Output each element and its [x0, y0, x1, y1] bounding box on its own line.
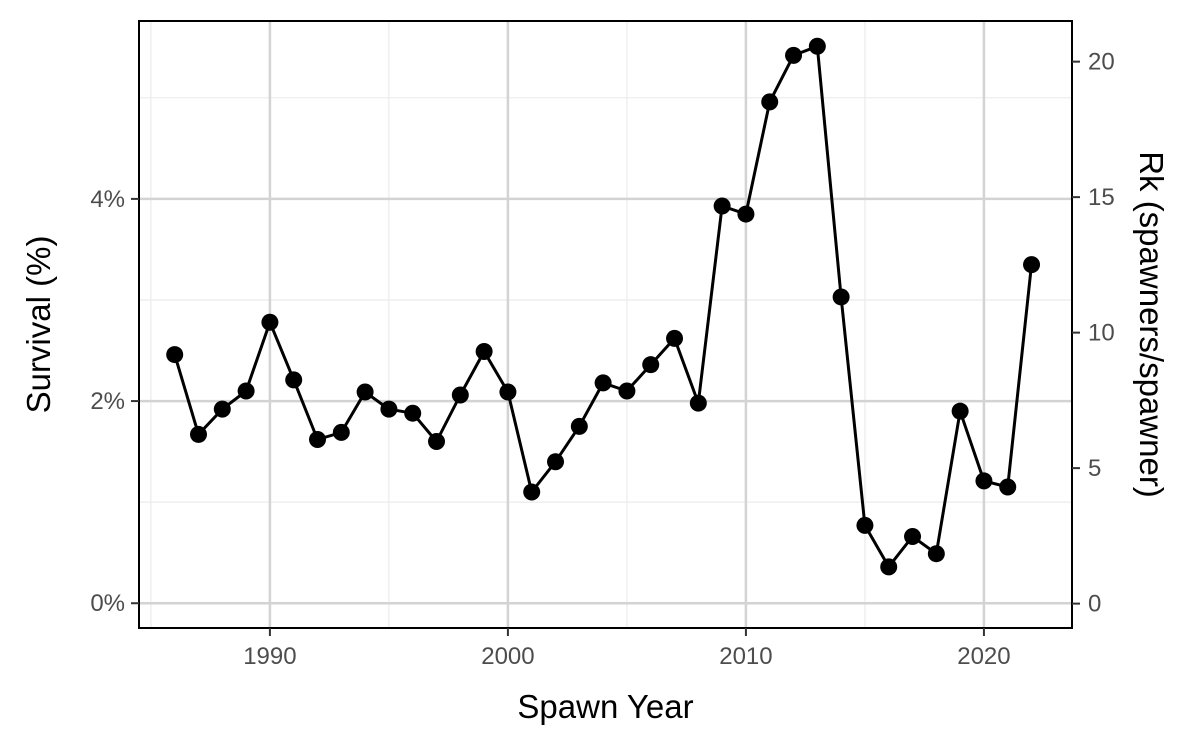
data-point: [547, 453, 565, 471]
data-point: [951, 402, 969, 420]
data-point: [404, 404, 422, 422]
x-axis-title: Spawn Year: [517, 688, 693, 725]
panel-border: [138, 20, 1073, 629]
data-point: [332, 423, 350, 441]
data-point: [451, 386, 469, 404]
data-point: [832, 288, 850, 306]
x-tick-label: 1990: [243, 643, 296, 670]
data-point: [475, 343, 493, 361]
axes-layer: 1990 2000 2010 2020 0% 2% 4% 0 5 10 15 20: [90, 49, 1114, 670]
y2-axis-title: Rk (spawners/spawner): [1133, 151, 1170, 498]
data-point: [499, 383, 517, 401]
data-point: [713, 197, 731, 215]
data-point: [428, 433, 446, 451]
plot-panel: [138, 20, 1073, 629]
series-layer: [166, 37, 1041, 576]
data-point: [380, 400, 398, 418]
data-point: [570, 417, 588, 435]
data-point: [880, 558, 898, 576]
y-tick-label: 2%: [90, 388, 125, 415]
data-point: [761, 93, 779, 111]
data-point: [689, 394, 707, 412]
y-tick-label: 4%: [90, 186, 125, 213]
data-point: [737, 205, 755, 223]
data-point: [166, 346, 184, 364]
data-point: [356, 383, 374, 401]
data-point: [999, 478, 1017, 496]
x-tick-label: 2010: [719, 643, 772, 670]
y2-tick-label: 0: [1088, 591, 1101, 618]
data-point: [808, 37, 826, 55]
data-point: [285, 371, 303, 389]
y-axis-title: Survival (%): [20, 236, 57, 414]
data-point: [975, 472, 993, 490]
data-point: [856, 516, 874, 534]
data-point: [309, 430, 327, 448]
data-point: [618, 382, 636, 400]
y-tick-label: 0%: [90, 590, 125, 617]
data-point: [190, 425, 208, 443]
y2-tick-label: 5: [1088, 455, 1101, 482]
data-point: [213, 400, 231, 418]
data-point: [927, 545, 945, 563]
grid-minor: [139, 21, 1072, 628]
x-tick-label: 2000: [481, 643, 534, 670]
data-point: [642, 356, 660, 374]
data-point: [237, 382, 255, 400]
y2-tick-label: 10: [1088, 320, 1115, 347]
data-point: [594, 374, 612, 392]
data-point: [261, 313, 279, 331]
data-point: [785, 46, 803, 64]
data-point: [904, 528, 922, 546]
data-point: [523, 483, 541, 501]
y2-tick-label: 15: [1088, 184, 1115, 211]
data-point: [666, 329, 684, 347]
y2-tick-label: 20: [1088, 49, 1115, 76]
data-point: [1023, 256, 1041, 274]
grid-major: [139, 21, 1072, 628]
x-tick-label: 2020: [957, 643, 1010, 670]
